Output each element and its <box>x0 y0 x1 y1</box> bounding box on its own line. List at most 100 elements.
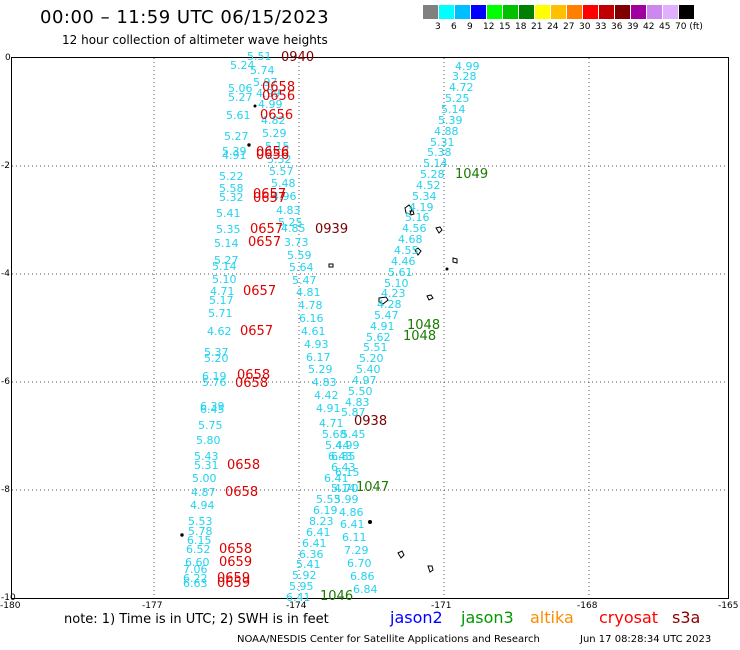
wave-height-value: 5.43 <box>194 450 219 463</box>
wave-height-value: 3.73 <box>284 236 309 249</box>
wave-height-value: 6.11 <box>342 531 367 544</box>
wave-height-value: 6.41 <box>302 537 327 550</box>
island-dot <box>368 520 372 524</box>
wave-height-value: 5.75 <box>198 419 223 432</box>
wave-height-value: 6.41 <box>306 526 331 539</box>
wave-height-value: 5.59 <box>287 249 312 262</box>
wave-height-value: 4.94 <box>190 499 215 512</box>
color-scale-label: 9 <box>467 22 473 32</box>
color-scale-label: 24 <box>547 22 559 32</box>
wave-height-value: 4.82 <box>261 114 286 127</box>
wave-height-value: 5.41 <box>216 207 241 220</box>
color-swatch <box>423 5 439 19</box>
color-scale-label: 42 <box>643 22 655 32</box>
note-text: note: 1) Time is in UTC; 2) SWH is in fe… <box>64 612 329 627</box>
wave-height-value: 4.52 <box>416 179 441 192</box>
wave-height-value: 6.41 <box>286 591 311 604</box>
wave-height-value: 5.40 <box>356 363 381 376</box>
wave-height-value: 6.19 <box>313 504 338 517</box>
wave-height-value: 5.80 <box>196 434 221 447</box>
wave-height-value: 6.19 <box>202 370 227 383</box>
color-scale-label: 12 <box>483 22 495 32</box>
wave-height-value: 7.29 <box>344 544 369 557</box>
wave-height-value: 5.87 <box>341 406 366 419</box>
wave-height-value: 5.38 <box>427 146 452 159</box>
wave-height-value: 7.06 <box>183 563 208 576</box>
wave-height-value: 5.16 <box>405 211 430 224</box>
wave-height-value: 4.28 <box>377 298 402 311</box>
color-scale-label: 21 <box>531 22 543 32</box>
footer-timestamp: Jun 17 08:28:34 UTC 2023 <box>580 634 712 645</box>
x-tick-label: -168 <box>577 601 598 611</box>
wave-height-value: 6.39 <box>200 400 225 413</box>
color-scale-label: 39 <box>627 22 639 32</box>
wave-height-value: 5.14 <box>214 237 239 250</box>
color-scale-label: 3 <box>435 22 441 32</box>
island-outline <box>426 294 434 301</box>
color-swatch <box>663 5 679 19</box>
island-outline <box>435 226 443 234</box>
x-tick-label: -165 <box>718 601 739 611</box>
pass-time-label: 0938 <box>354 414 387 429</box>
wave-height-value: 5.29 <box>308 363 333 376</box>
color-swatch <box>503 5 519 19</box>
wave-height-value: 4.91 <box>222 149 247 162</box>
wave-height-value: 5.51 <box>363 341 388 354</box>
wave-height-value: 4.72 <box>449 81 474 94</box>
plot-frame <box>11 57 729 599</box>
wave-height-value: 5.44 <box>325 439 350 452</box>
wave-height-value: 4.99 <box>455 60 480 73</box>
wave-height-value: 6.70 <box>347 557 372 570</box>
x-tick-label: -180 <box>0 601 21 611</box>
wave-height-value: 5.53 <box>316 493 341 506</box>
wave-height-value: 5.31 <box>430 136 455 149</box>
pass-time-label: 0657 <box>253 191 286 206</box>
wave-height-value: 5.32 <box>267 153 292 166</box>
color-scale-label: 18 <box>515 22 527 32</box>
wave-height-value: 5.50 <box>348 385 373 398</box>
color-swatch <box>567 5 583 19</box>
wave-height-value: 5.71 <box>208 307 233 320</box>
pass-time-label: 0940 <box>281 50 314 65</box>
island-outline <box>414 247 422 256</box>
island-outline <box>328 263 334 268</box>
pass-time-label: 0658 <box>227 458 260 473</box>
wave-height-value: 5.61 <box>388 266 413 279</box>
wave-height-value: 4.70 <box>334 482 359 495</box>
color-scale-label: 6 <box>451 22 457 32</box>
wave-height-value: 5.68 <box>322 428 347 441</box>
wave-height-value: 5.24 <box>230 59 255 72</box>
color-scale-label: 36 <box>611 22 623 32</box>
wave-height-value: 5.41 <box>296 558 321 571</box>
wave-height-value: 5.14 <box>423 157 448 170</box>
wave-height-value: 4.55 <box>394 244 419 257</box>
x-tick-label: -171 <box>431 601 452 611</box>
wave-height-value: 4.23 <box>381 287 406 300</box>
wave-height-value: 5.17 <box>209 294 234 307</box>
y-tick-label: -10 <box>1 593 16 603</box>
y-tick-label: -6 <box>1 377 10 387</box>
color-swatch <box>679 5 695 19</box>
color-swatch <box>487 5 503 19</box>
wave-height-value: 6.84 <box>353 583 378 596</box>
wave-height-value: 4.99 <box>256 87 281 100</box>
wave-height-value: 5.27 <box>224 130 249 143</box>
page-subtitle: 12 hour collection of altimeter wave hei… <box>62 33 328 47</box>
pass-time-label: 0659 <box>217 571 250 586</box>
page-title: 00:00 – 11:59 UTC 06/15/2023 <box>40 7 330 28</box>
wave-height-value: 4.99 <box>258 98 283 111</box>
wave-height-value: 4.56 <box>402 222 427 235</box>
wave-height-value: 5.37 <box>204 346 229 359</box>
wave-height-value: 5.22 <box>219 170 244 183</box>
pass-time-label: 0658 <box>219 542 252 557</box>
color-swatch <box>551 5 567 19</box>
pass-time-label: 0657 <box>253 187 286 202</box>
wave-height-value: 4.61 <box>301 325 326 338</box>
wave-height-value: 5.92 <box>292 569 317 582</box>
wave-height-value: 5.14 <box>441 103 466 116</box>
wave-height-value: 6.16 <box>299 312 324 325</box>
wave-height-value: 4.93 <box>304 338 329 351</box>
wave-height-value: 6.15 <box>187 534 212 547</box>
wave-height-value: 6.85 <box>331 450 356 463</box>
